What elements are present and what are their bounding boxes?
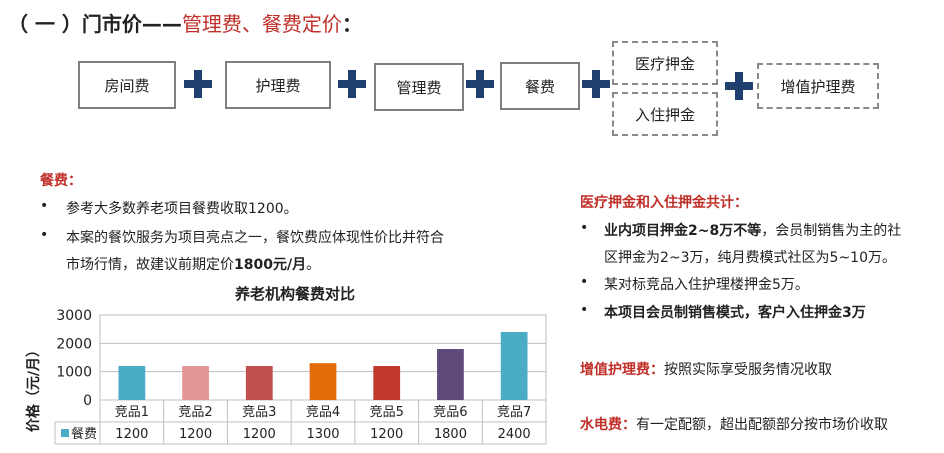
bullet-dot: • xyxy=(40,227,49,243)
meal-bullet-2-line-2: 市场行情，故建议前期定价1800元/月。 xyxy=(66,254,320,274)
deposit-bullet-2: 某对标竞品入住护理楼押金5万。 xyxy=(604,277,809,293)
fee-medical-deposit-label: 医疗押金 xyxy=(634,54,695,73)
meal-fee-chart: 0 1000 2000 3000 价格（元/月） 竞品1 1200 竞品2 1200 竞品3 120… xyxy=(25,308,547,445)
deposit-bullet-3: 本项目会员制销售模式，客户入住押金3万 xyxy=(604,305,866,321)
extra-care-text: 按照实际享受服务情况收取 xyxy=(664,362,832,378)
meal-bullet-1: 参考大多数养老项目餐费收取1200。 xyxy=(66,201,298,217)
bar-竞品1 xyxy=(118,366,146,400)
fee-care-label: 护理费 xyxy=(255,76,301,95)
table-value: 1300 xyxy=(306,427,339,442)
meal-bullet-2-line-1: 本案的餐饮服务为项目亮点之一，餐饮费应体现性价比并符合 xyxy=(66,230,444,246)
fee-extra-care-box: 增值护理费 xyxy=(757,63,879,109)
bullet-dot: • xyxy=(580,302,589,318)
bar-竞品6 xyxy=(437,349,464,400)
x-tick-label: 竞品4 xyxy=(306,404,340,420)
table-value: 1200 xyxy=(115,427,148,442)
bullet-dot: • xyxy=(580,274,589,290)
fee-medical-deposit-box: 医疗押金 xyxy=(612,41,718,85)
deposit-text: ，会员制销售为主的社 xyxy=(761,223,902,239)
fee-care-box: 护理费 xyxy=(225,61,331,109)
plus-icon xyxy=(466,70,494,98)
bar-竞品5 xyxy=(373,366,401,400)
fee-room-label: 房间费 xyxy=(104,76,150,95)
plus-icon xyxy=(338,70,366,98)
fee-entry-deposit-label: 入住押金 xyxy=(634,105,695,124)
extra-care-line: 增值护理费：按照实际享受服务情况收取 xyxy=(580,359,832,379)
x-tick-label: 竞品5 xyxy=(370,404,404,420)
meal-heading: 餐费： xyxy=(40,173,82,189)
utility-line: 水电费：有一定配额，超出配额部分按市场价收取 xyxy=(580,414,888,434)
plus-icon xyxy=(582,70,610,98)
deposit-bullet-1: 业内项目押金2~8万不等，会员制销售为主的社 xyxy=(604,220,901,240)
title-suffix: ： xyxy=(341,12,362,36)
extra-care-label: 增值护理费： xyxy=(580,362,664,378)
x-tick-label: 竞品2 xyxy=(178,404,212,420)
title-highlight: 管理费、餐费定价 xyxy=(181,12,342,36)
deposit-bullet-1-line-2: 区押金为2~3万，纯月费模式社区为5~10万。 xyxy=(604,250,896,266)
plus-icon xyxy=(725,72,753,100)
meal-price: 1800元/月 xyxy=(234,257,307,273)
meal-text-end: 。 xyxy=(306,257,321,273)
x-tick-label: 竞品3 xyxy=(242,404,276,420)
table-value: 1800 xyxy=(434,427,467,442)
x-tick-label: 竞品6 xyxy=(433,404,467,420)
bar-竞品2 xyxy=(182,366,209,400)
x-tick-label: 竞品1 xyxy=(115,404,149,420)
meal-text: 市场行情，故建议前期定价 xyxy=(66,257,234,273)
bar-竞品7 xyxy=(500,332,528,400)
chart-title: 养老机构餐费对比 xyxy=(234,285,355,303)
bar-竞品4 xyxy=(309,363,337,400)
y-tick-label: 1000 xyxy=(56,365,92,381)
table-value: 1200 xyxy=(243,427,276,442)
y-axis-label: 价格（元/月） xyxy=(25,343,42,432)
title-prefix: （ 一 ）门市价—— xyxy=(8,12,182,36)
legend-swatch xyxy=(61,429,69,437)
deposit-heading: 医疗押金和入住押金共计： xyxy=(580,195,748,211)
fee-entry-deposit-box: 入住押金 xyxy=(612,92,718,136)
bullet-dot: • xyxy=(580,220,589,236)
utility-text: 有一定配额，超出配额部分按市场价收取 xyxy=(636,417,888,433)
table-value: 1200 xyxy=(370,427,403,442)
page-title: （ 一 ）门市价——管理费、餐费定价： xyxy=(8,8,362,37)
bar-竞品3 xyxy=(245,366,273,400)
chart-layer: 0 1000 2000 3000 价格（元/月） 竞品1 1200 竞品2 1200 竞品3 120… xyxy=(25,308,547,445)
bullet-dot: • xyxy=(40,198,49,214)
fee-management-box: 管理费 xyxy=(374,63,464,111)
fee-room-box: 房间费 xyxy=(78,61,176,109)
utility-label: 水电费： xyxy=(580,417,636,433)
legend-label: 餐费 xyxy=(71,426,97,442)
deposit-range: 业内项目押金2~8万不等 xyxy=(604,223,762,239)
plus-icon xyxy=(184,70,212,98)
fee-meal-label: 餐费 xyxy=(524,77,555,96)
fee-extra-care-label: 增值护理费 xyxy=(780,77,856,96)
fee-meal-box: 餐费 xyxy=(500,62,580,110)
x-tick-label: 竞品7 xyxy=(497,404,531,420)
table-value: 2400 xyxy=(498,427,531,442)
fee-management-label: 管理费 xyxy=(396,78,442,97)
y-tick-label: 2000 xyxy=(56,336,92,352)
y-tick-label: 0 xyxy=(83,393,92,409)
y-tick-label: 3000 xyxy=(56,308,92,324)
table-value: 1200 xyxy=(179,427,212,442)
